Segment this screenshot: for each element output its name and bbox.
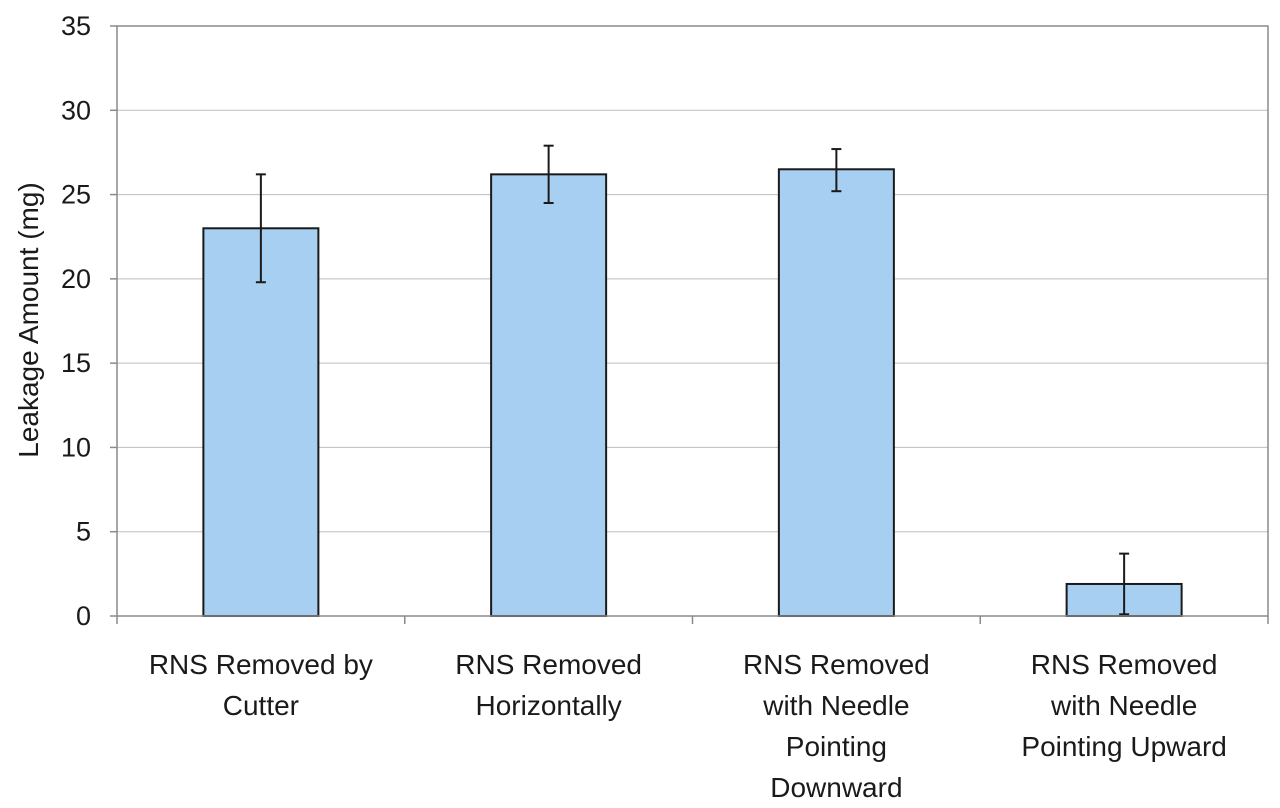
bar (490, 173, 608, 617)
x-category-label: with Needle (1050, 690, 1197, 721)
y-tick-label: 5 (76, 517, 91, 547)
x-category-label: Pointing Upward (1021, 731, 1226, 762)
y-tick-label: 10 (61, 432, 91, 462)
y-tick-labels: 0 5 10 15 20 25 30 35 (61, 11, 91, 631)
y-tick-label: 20 (61, 264, 91, 294)
bars (202, 168, 1183, 618)
y-tick-label: 15 (61, 348, 91, 378)
x-category-label: Downward (770, 772, 902, 803)
y-axis-title: Leakage Amount (mg) (13, 182, 44, 458)
x-category-label: Cutter (223, 690, 299, 721)
bar (202, 227, 320, 618)
x-category-label: RNS Removed by (149, 649, 373, 680)
x-category-label: RNS Removed (455, 649, 642, 680)
x-category-label: RNS Removed (1031, 649, 1218, 680)
y-tick-label: 0 (76, 601, 91, 631)
x-category-label: Pointing (786, 731, 887, 762)
error-bars (255, 144, 1130, 616)
y-tick-label: 25 (61, 180, 91, 210)
y-tick-label: 35 (61, 11, 91, 41)
x-category-label: RNS Removed (743, 649, 930, 680)
bar (777, 168, 895, 618)
axes (110, 25, 1269, 624)
x-category-label: with Needle (762, 690, 909, 721)
x-category-label: Horizontally (475, 690, 621, 721)
x-category-labels: RNS Removed by Cutter RNS Removed Horizonta… (149, 649, 1227, 803)
y-tick-label: 30 (61, 95, 91, 125)
